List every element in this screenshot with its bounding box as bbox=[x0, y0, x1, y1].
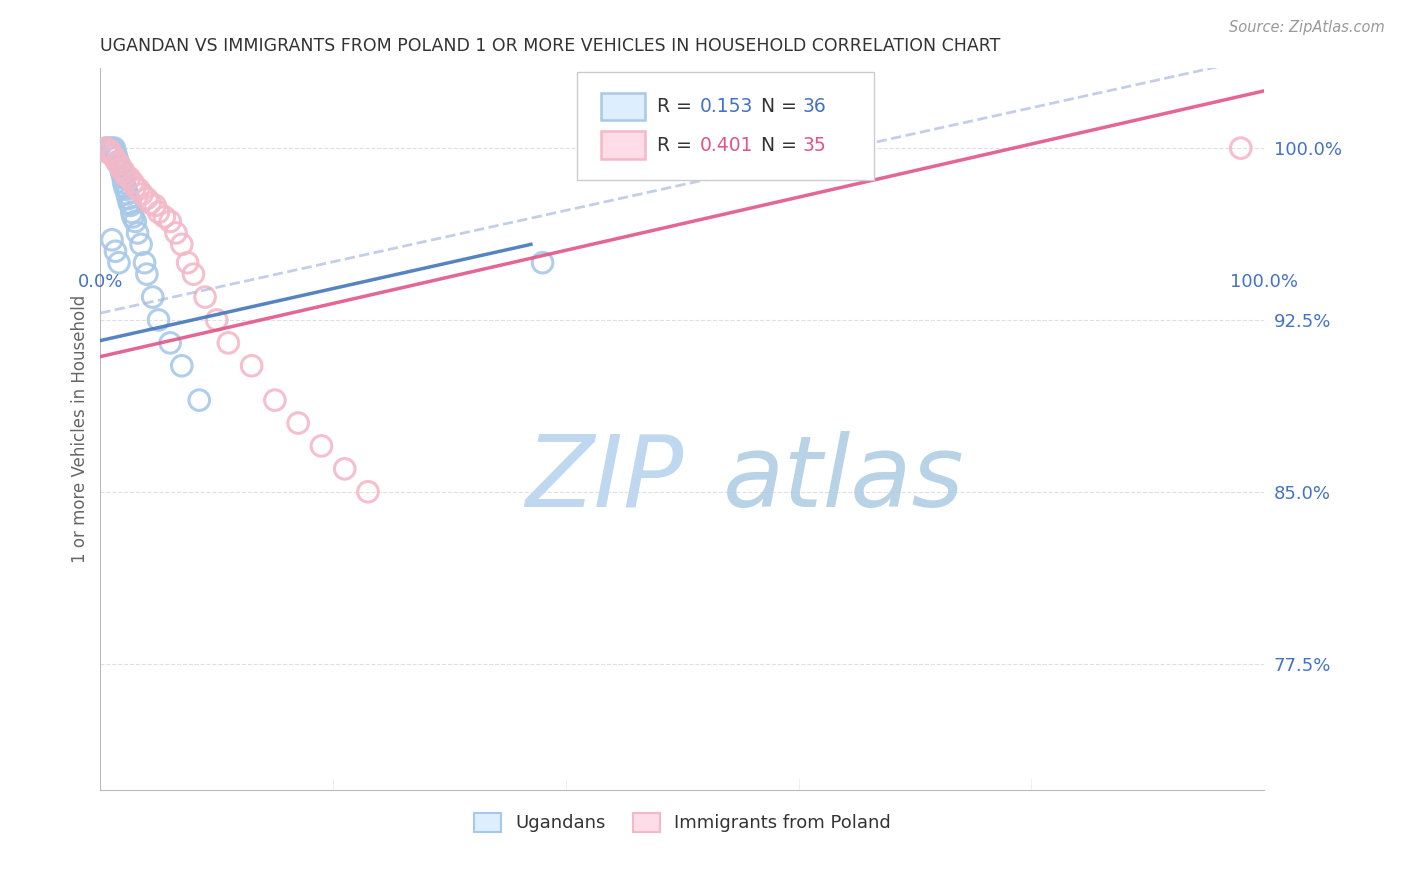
Point bbox=[101, 141, 124, 155]
FancyBboxPatch shape bbox=[600, 131, 645, 159]
Point bbox=[264, 393, 287, 408]
Point bbox=[105, 150, 128, 164]
Point bbox=[112, 164, 135, 178]
Point bbox=[120, 198, 142, 212]
Point bbox=[115, 182, 138, 196]
Point bbox=[115, 186, 138, 201]
Point bbox=[108, 157, 131, 171]
Point bbox=[96, 141, 118, 155]
Legend: Ugandans, Immigrants from Poland: Ugandans, Immigrants from Poland bbox=[467, 805, 898, 839]
Point bbox=[98, 144, 121, 158]
Point bbox=[103, 150, 125, 164]
Point bbox=[129, 237, 152, 252]
Point bbox=[118, 196, 141, 211]
Point bbox=[118, 170, 141, 185]
Point bbox=[112, 176, 135, 190]
Point bbox=[107, 154, 129, 169]
Point bbox=[170, 237, 193, 252]
Point bbox=[105, 154, 128, 169]
Point bbox=[287, 416, 309, 430]
Text: 36: 36 bbox=[801, 96, 825, 116]
Point bbox=[112, 170, 135, 185]
Text: ZIP: ZIP bbox=[524, 431, 683, 528]
FancyBboxPatch shape bbox=[600, 93, 645, 120]
Point bbox=[142, 290, 165, 304]
Text: 0.401: 0.401 bbox=[700, 136, 754, 154]
Point bbox=[134, 255, 156, 269]
Text: Source: ZipAtlas.com: Source: ZipAtlas.com bbox=[1229, 20, 1385, 35]
Point bbox=[96, 141, 118, 155]
Text: UGANDAN VS IMMIGRANTS FROM POLAND 1 OR MORE VEHICLES IN HOUSEHOLD CORRELATION CH: UGANDAN VS IMMIGRANTS FROM POLAND 1 OR M… bbox=[100, 37, 1001, 55]
Point bbox=[98, 144, 121, 158]
Point bbox=[357, 484, 380, 499]
Point bbox=[131, 186, 153, 201]
Point bbox=[205, 313, 228, 327]
Point bbox=[97, 145, 120, 160]
Point bbox=[117, 192, 139, 206]
Point bbox=[240, 359, 263, 373]
Y-axis label: 1 or more Vehicles in Household: 1 or more Vehicles in Household bbox=[72, 294, 89, 563]
Point bbox=[1229, 141, 1251, 155]
Point bbox=[135, 192, 157, 206]
Point bbox=[110, 161, 132, 176]
Text: atlas: atlas bbox=[723, 431, 965, 528]
Point bbox=[108, 160, 131, 174]
Point bbox=[170, 359, 193, 373]
Point bbox=[108, 157, 131, 171]
Point bbox=[122, 210, 145, 224]
Point bbox=[139, 196, 162, 211]
Point bbox=[111, 169, 134, 183]
Point bbox=[217, 335, 239, 350]
Point bbox=[135, 267, 157, 281]
Text: 0.153: 0.153 bbox=[700, 96, 754, 116]
Point bbox=[176, 255, 198, 269]
Point bbox=[153, 210, 176, 224]
Point bbox=[148, 313, 170, 327]
Point bbox=[159, 214, 181, 228]
Point bbox=[124, 214, 146, 228]
Point bbox=[104, 244, 127, 259]
FancyBboxPatch shape bbox=[578, 71, 875, 180]
Text: 35: 35 bbox=[801, 136, 825, 154]
Point bbox=[194, 290, 217, 304]
Point bbox=[97, 141, 120, 155]
Point bbox=[115, 169, 138, 183]
Point bbox=[333, 462, 356, 476]
Point bbox=[104, 145, 127, 160]
Text: 100.0%: 100.0% bbox=[1230, 273, 1298, 291]
Point bbox=[143, 198, 166, 212]
Text: 0.0%: 0.0% bbox=[77, 273, 124, 291]
Text: N =: N = bbox=[761, 96, 803, 116]
Point bbox=[531, 255, 554, 269]
Point bbox=[124, 180, 146, 194]
Text: R =: R = bbox=[657, 136, 697, 154]
Point bbox=[148, 205, 170, 219]
Point bbox=[127, 226, 149, 240]
Point bbox=[188, 393, 211, 408]
Point bbox=[165, 226, 187, 240]
Point bbox=[159, 335, 181, 350]
Point bbox=[121, 205, 143, 219]
Point bbox=[101, 148, 124, 162]
Point bbox=[183, 267, 205, 281]
Text: N =: N = bbox=[761, 136, 803, 154]
Point bbox=[122, 176, 145, 190]
Point bbox=[110, 164, 132, 178]
Point bbox=[114, 180, 136, 194]
Point bbox=[101, 233, 124, 247]
Point bbox=[128, 182, 150, 196]
Point bbox=[103, 141, 125, 155]
Point bbox=[311, 439, 333, 453]
Text: R =: R = bbox=[657, 96, 697, 116]
Point bbox=[108, 255, 131, 269]
